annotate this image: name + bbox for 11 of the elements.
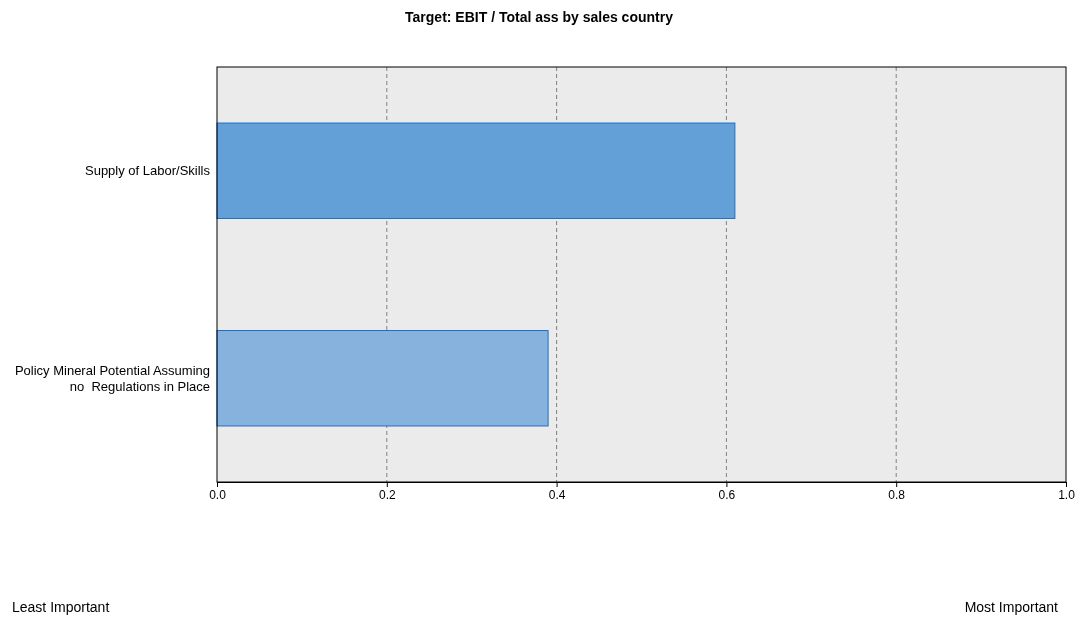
text: Least Important xyxy=(12,599,110,616)
text: Most Important xyxy=(964,599,1059,616)
x-tick-label: 0.0 xyxy=(209,487,227,502)
y-tick-label: Policy Mineral Potential Assuming no Regulations in Place xyxy=(14,363,210,394)
chart-title: Target: EBIT / Total ass by sales country xyxy=(405,9,674,25)
x-tick-label: 1.0 xyxy=(1058,487,1076,502)
x-tick-label: 0.6 xyxy=(718,487,736,502)
x-tick-label: 0.2 xyxy=(378,487,396,502)
x-tick-label: 0.8 xyxy=(888,487,906,502)
y-tick-label: Supply of Labor/Skills xyxy=(84,163,211,179)
x-tick-label: 0.4 xyxy=(548,487,566,502)
